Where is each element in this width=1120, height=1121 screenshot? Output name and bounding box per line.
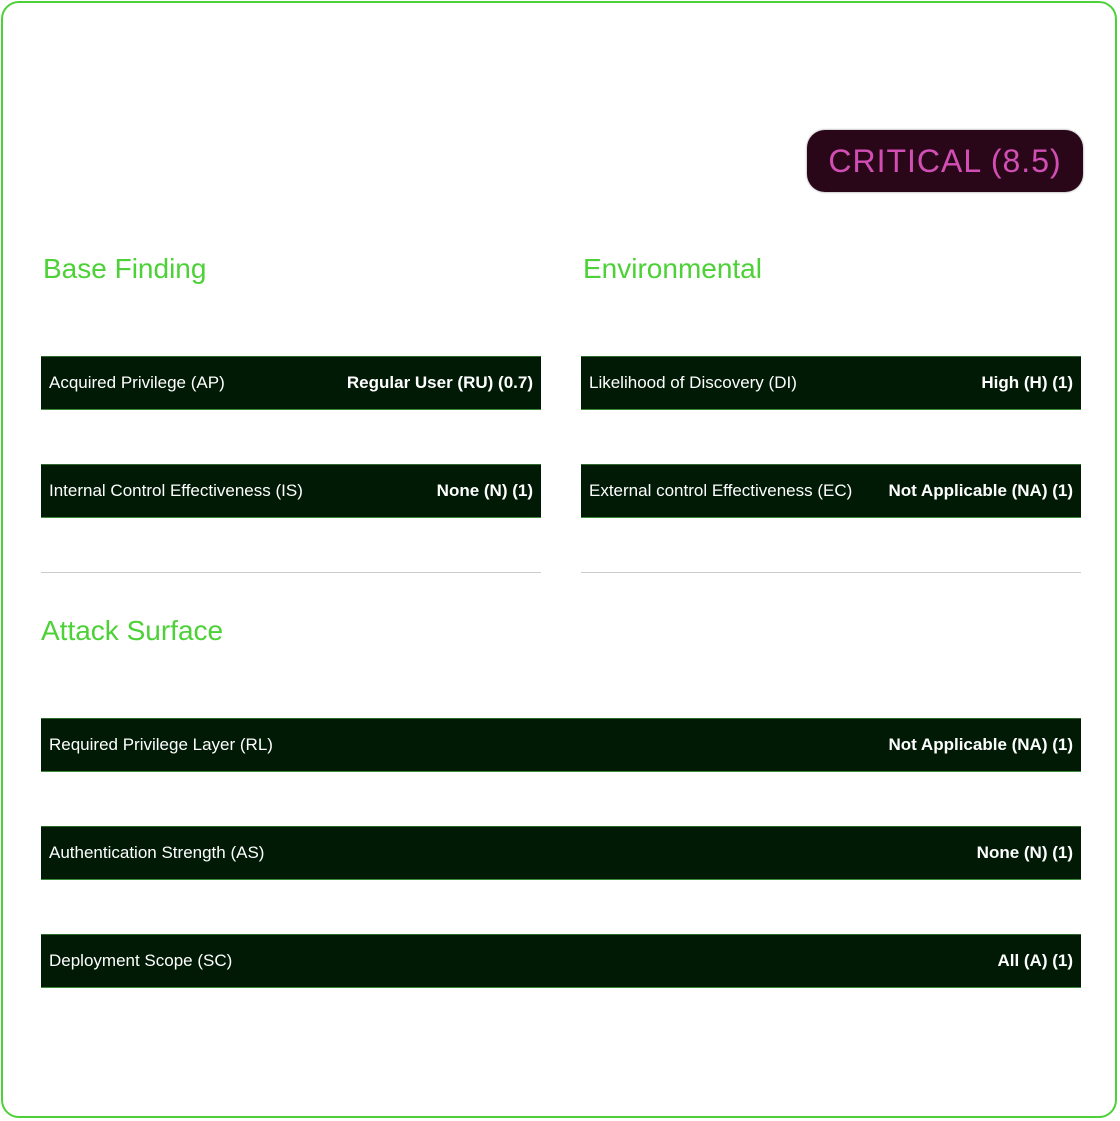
metric-value: None (N) (1) [436, 481, 533, 500]
section-title-attack-surface: Attack Surface [41, 615, 224, 646]
metric-row-as: Authentication Strength (AS) None (N) (1… [41, 826, 1081, 880]
section-title-base-finding: Base Finding [43, 253, 207, 284]
metric-row-sc: Deployment Scope (SC) All (A) (1) [41, 934, 1081, 988]
metric-row-rl: Required Privilege Layer (RL) Not Applic… [41, 718, 1081, 772]
metric-value: High (H) (1) [981, 373, 1073, 392]
metric-label: External control Effectiveness (EC) [589, 481, 853, 500]
divider [41, 572, 541, 573]
severity-badge: CRITICAL (8.5) [807, 130, 1083, 192]
section-title-environmental: Environmental [583, 253, 762, 284]
divider [581, 572, 1081, 573]
metric-value: Not Applicable (NA) (1) [888, 481, 1073, 500]
metric-label: Likelihood of Discovery (DI) [589, 373, 797, 392]
metric-label: Internal Control Effectiveness (IS) [49, 481, 303, 500]
metric-value: Not Applicable (NA) (1) [888, 735, 1073, 754]
metric-label: Acquired Privilege (AP) [49, 373, 225, 392]
metric-label: Deployment Scope (SC) [49, 951, 233, 970]
metric-label: Required Privilege Layer (RL) [49, 735, 273, 754]
metric-row-ap: Acquired Privilege (AP) Regular User (RU… [41, 356, 541, 410]
metric-value: None (N) (1) [976, 843, 1073, 862]
metric-row-ec: External control Effectiveness (EC) Not … [581, 464, 1081, 518]
metric-row-di: Likelihood of Discovery (DI) High (H) (1… [581, 356, 1081, 410]
metric-label: Authentication Strength (AS) [49, 843, 265, 862]
metric-value: All (A) (1) [997, 951, 1073, 970]
metric-value: Regular User (RU) (0.7) [346, 373, 533, 392]
metric-row-is: Internal Control Effectiveness (IS) None… [41, 464, 541, 518]
